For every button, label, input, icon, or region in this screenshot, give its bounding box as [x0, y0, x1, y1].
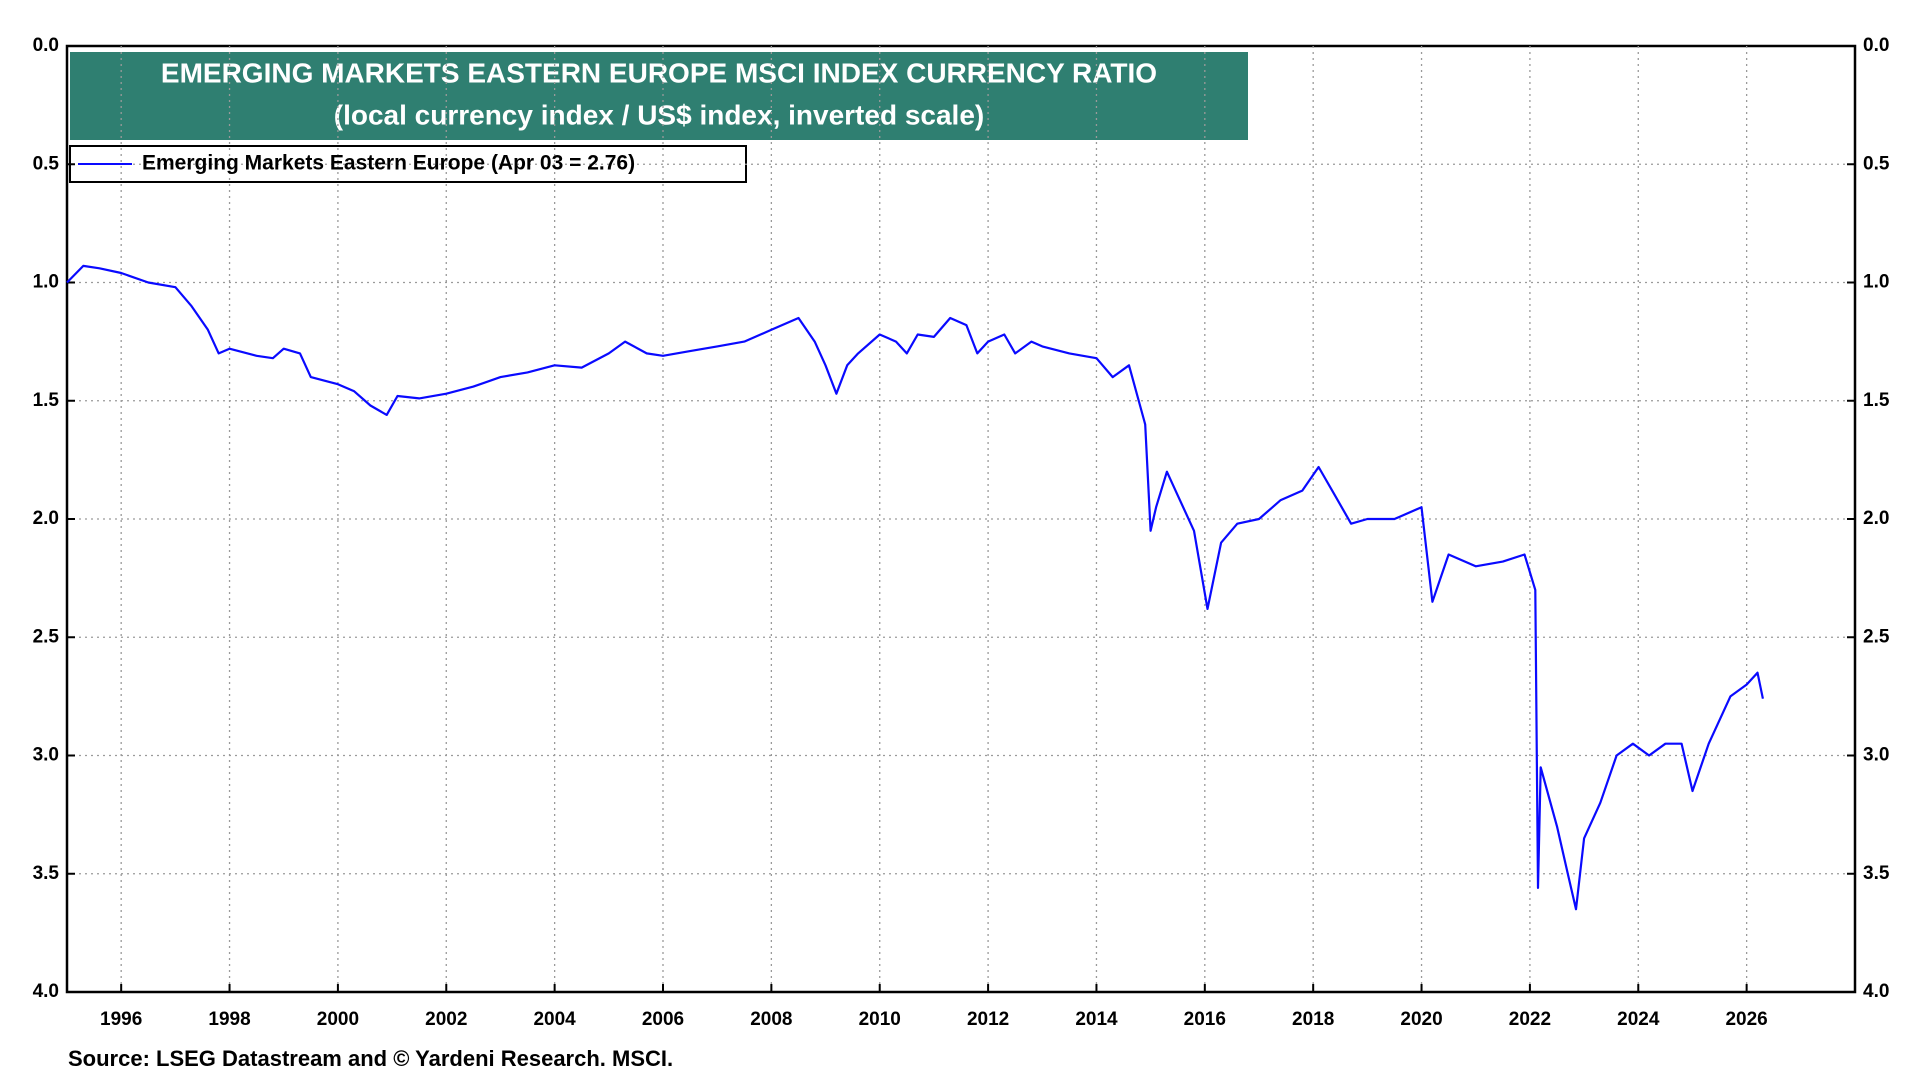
- x-tick-label: 2022: [1509, 1009, 1551, 1030]
- x-tick-label: 1998: [208, 1009, 250, 1030]
- x-tick-label: 2016: [1184, 1009, 1226, 1030]
- y2-tick-label: 3.5: [1863, 863, 1890, 884]
- legend-label: Emerging Markets Eastern Europe (Apr 03 …: [142, 152, 635, 175]
- source-note: Source: LSEG Datastream and © Yardeni Re…: [68, 1046, 673, 1071]
- x-tick-label: 2002: [425, 1009, 467, 1030]
- x-tick-label: 2006: [642, 1009, 684, 1030]
- data-line: [66, 264, 1764, 911]
- y-tick-label: 2.5: [33, 626, 60, 647]
- y-tick-label: 4.0: [33, 981, 59, 1002]
- x-tick-label: 2000: [317, 1009, 359, 1030]
- x-tick-label: 2026: [1725, 1009, 1767, 1030]
- x-tick-label: 1996: [100, 1009, 142, 1030]
- chart-subtitle: (local currency index / US$ index, inver…: [334, 99, 984, 130]
- x-tick-label: 2024: [1617, 1009, 1660, 1030]
- x-tick-label: 2020: [1400, 1009, 1442, 1030]
- y-tick-label: 3.5: [33, 863, 60, 884]
- y-tick-label: 0.5: [33, 153, 60, 174]
- y-tick-label: 2.0: [33, 508, 59, 529]
- x-tick-label: 2014: [1075, 1009, 1118, 1030]
- x-tick-label: 2010: [859, 1009, 901, 1030]
- y2-tick-label: 0.0: [1863, 35, 1889, 56]
- y-tick-label: 3.0: [33, 745, 59, 766]
- y2-tick-label: 2.0: [1863, 508, 1889, 529]
- y2-tick-label: 0.5: [1863, 153, 1890, 174]
- x-tick-label: 2012: [967, 1009, 1009, 1030]
- y-tick-label: 1.0: [33, 272, 59, 293]
- y-tick-label: 1.5: [33, 390, 60, 411]
- x-tick-label: 2004: [533, 1009, 576, 1030]
- y2-tick-label: 1.5: [1863, 390, 1890, 411]
- y2-tick-label: 2.5: [1863, 626, 1890, 647]
- chart-title: EMERGING MARKETS EASTERN EUROPE MSCI IND…: [161, 57, 1157, 88]
- x-tick-label: 2018: [1292, 1009, 1334, 1030]
- y2-tick-label: 3.0: [1863, 745, 1889, 766]
- y2-tick-label: 4.0: [1863, 981, 1889, 1002]
- x-tick-label: 2008: [750, 1009, 792, 1030]
- y2-tick-label: 1.0: [1863, 272, 1889, 293]
- y-tick-label: 0.0: [33, 35, 59, 56]
- title-box: [70, 52, 1248, 140]
